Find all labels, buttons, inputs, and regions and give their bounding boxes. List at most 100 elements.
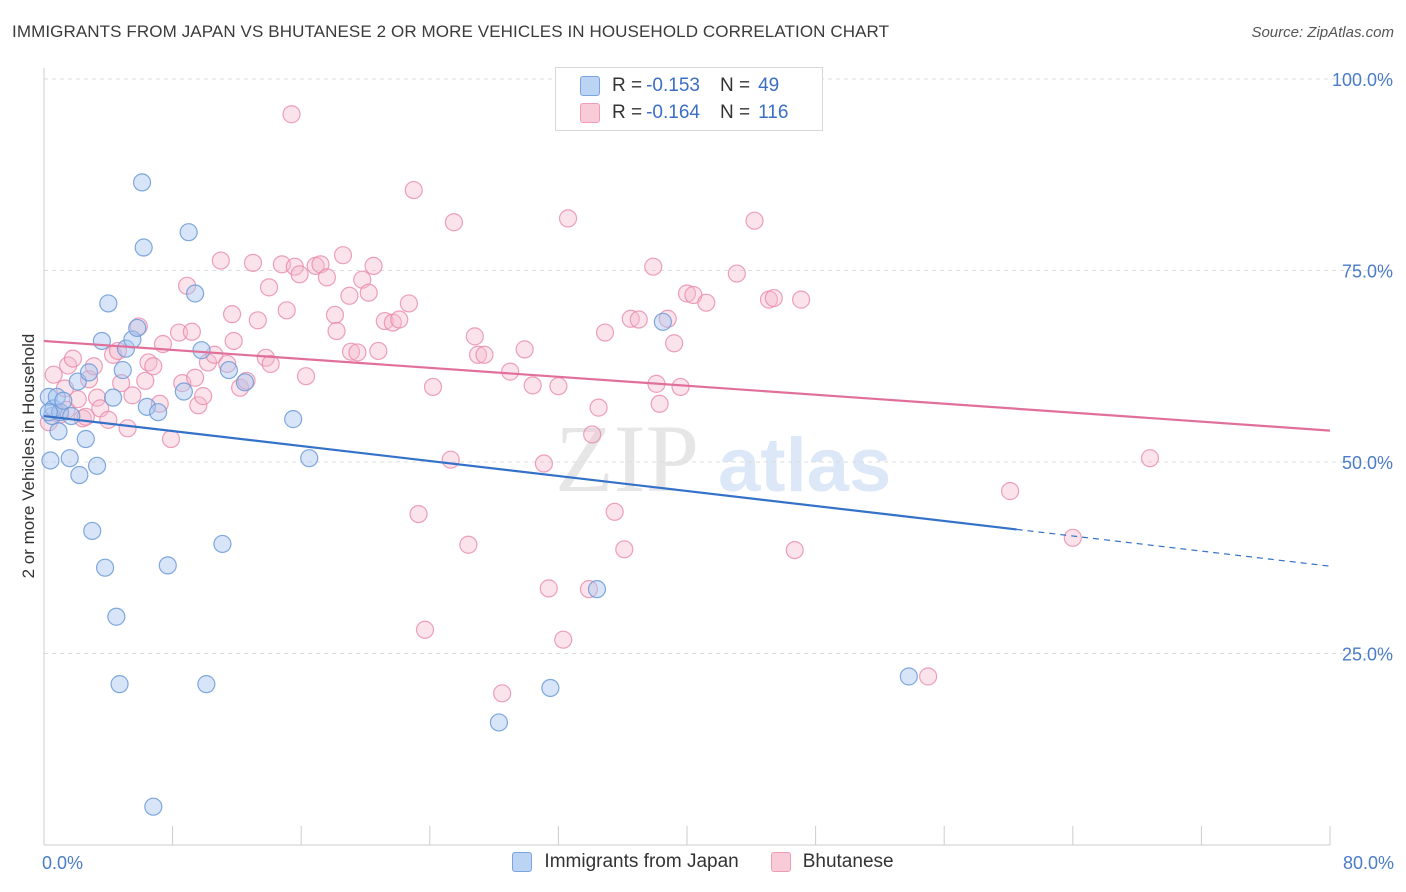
bhutanese-point	[325, 305, 345, 325]
japan-point	[116, 339, 136, 358]
bhutanese-point	[290, 265, 309, 284]
legend-n-label: N =	[719, 102, 751, 123]
bhutanese-point	[182, 322, 201, 341]
bhutanese-point	[112, 374, 131, 393]
y-tick-label: 75.0%	[1342, 262, 1393, 282]
bhutanese-point	[84, 357, 103, 376]
bhutanese-point	[341, 342, 361, 361]
japan-point	[149, 403, 168, 422]
y-axis-label: 2 or more Vehicles in Household	[19, 334, 38, 579]
bhutanese-point	[364, 256, 383, 276]
japan-point	[192, 341, 211, 360]
bhutanese-point	[340, 286, 359, 305]
japan-point	[179, 223, 198, 242]
bhutanese-point	[282, 105, 301, 124]
bhutanese-point	[468, 345, 488, 364]
legend-n-value: 116	[758, 102, 789, 123]
japan-point	[134, 238, 153, 257]
bhutanese-point	[123, 386, 142, 405]
japan-point	[99, 294, 118, 313]
japan-point	[62, 406, 81, 426]
bhutanese-point	[211, 251, 230, 270]
bhutanese-point	[475, 345, 494, 364]
y-tick-label: 100.0%	[1332, 70, 1393, 90]
bhutanese-point	[615, 540, 634, 559]
japan-point	[489, 713, 509, 732]
japan-point	[128, 318, 147, 338]
bhutanese-point	[243, 253, 263, 272]
bhutanese-point	[161, 429, 181, 449]
bhutanese-point	[644, 257, 663, 276]
japan-point	[158, 556, 177, 575]
japan-point	[95, 558, 115, 577]
bhutanese-point	[423, 377, 443, 397]
trend-lines	[43, 339, 1331, 567]
bhutanese-point	[99, 410, 118, 429]
watermark-zip: ZIP	[555, 405, 699, 512]
bhutanese-point	[919, 667, 938, 686]
japan-point	[174, 382, 193, 401]
bhutanese-point	[144, 357, 163, 376]
watermark-atlas: atlas	[718, 423, 891, 508]
japan-point	[219, 360, 238, 380]
bhutanese-point	[671, 377, 690, 397]
japan-point	[186, 284, 205, 303]
bhutanese-point	[595, 323, 615, 342]
japan-point	[137, 397, 156, 416]
bhutanese-point	[404, 180, 423, 200]
bhutanese-point	[277, 301, 296, 320]
bhutanese-point	[697, 293, 716, 312]
bhutanese-point	[186, 368, 205, 387]
bhutanese-point	[399, 294, 419, 313]
x-tick-label: 0.0%	[42, 853, 83, 873]
japan-point	[83, 521, 102, 541]
bhutanese-point	[441, 450, 460, 469]
bhutanese-point	[583, 425, 602, 444]
bhutanese-point	[118, 419, 137, 438]
japan-point	[899, 667, 918, 686]
watermark: ZIP atlas	[555, 405, 891, 512]
japan-point	[54, 391, 73, 410]
japan-point	[60, 449, 79, 468]
legend-swatch-japan	[512, 852, 533, 872]
bhutanese-point	[605, 502, 624, 521]
bhutanese-point	[218, 354, 237, 374]
stats-legend: R = -0.153 N = 49 R = -0.164 N = 116	[555, 67, 823, 131]
legend-label-japan: Immigrants from Japan	[544, 851, 739, 872]
legend-row-bhutanese: R = -0.164 N = 116	[580, 101, 788, 125]
bhutanese-point	[444, 213, 464, 232]
japan-point	[113, 360, 132, 380]
bhutanese-point	[189, 396, 208, 415]
bhutanese-trend-line	[43, 339, 1331, 432]
bhutanese-point	[369, 341, 388, 361]
japan-point	[49, 422, 68, 441]
bhutanese-point	[317, 268, 337, 287]
japan-point	[197, 675, 216, 694]
bhutanese-point	[650, 394, 669, 413]
japan-point	[653, 312, 672, 331]
legend-r-value: -0.153	[646, 75, 700, 96]
bhutanese-point	[169, 323, 189, 342]
bhutanese-point	[44, 365, 63, 384]
bhutanese-point	[409, 504, 428, 524]
grid	[44, 78, 1390, 654]
bhutanese-point	[259, 278, 279, 297]
bhutanese-point	[136, 371, 155, 390]
japan-point	[87, 456, 107, 475]
bhutanese-point	[785, 540, 804, 560]
legend-swatch-bhutanese	[580, 103, 600, 123]
japan-points	[39, 69, 918, 816]
bhutanese-point	[459, 535, 478, 554]
japan-point	[41, 451, 60, 470]
bhutanese-point	[68, 390, 87, 409]
bhutanese-point	[501, 362, 520, 381]
legend-r-label: R =	[612, 75, 643, 96]
tick-labels: 25.0% 50.0% 75.0% 100.0% 0.0% 80.0%	[42, 70, 1394, 873]
bhutanese-point	[658, 309, 677, 328]
japan-point	[110, 675, 129, 694]
japan-point	[92, 331, 111, 351]
y-tick-label: 50.0%	[1342, 453, 1393, 473]
japan-point	[144, 797, 163, 816]
japan-point	[300, 449, 319, 468]
bhutanese-point	[539, 579, 558, 598]
